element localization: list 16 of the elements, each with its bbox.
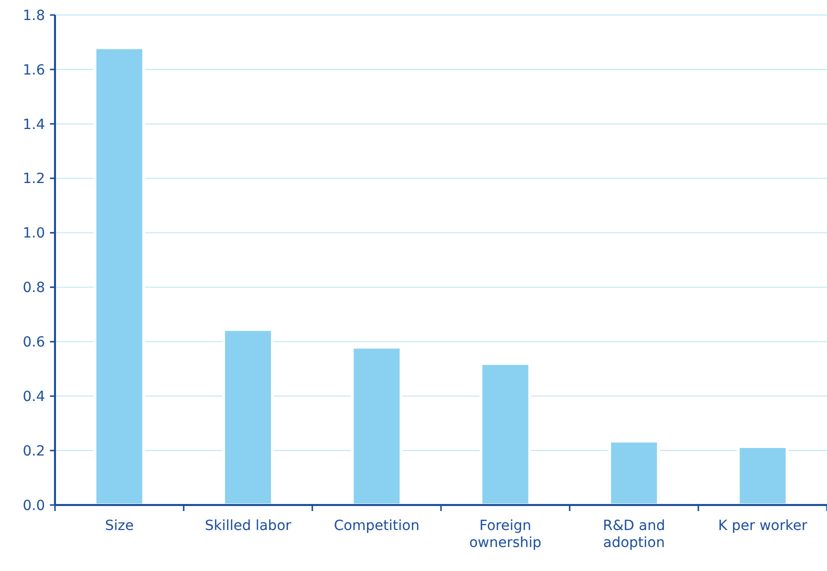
x-tick-label: Competition xyxy=(334,518,420,534)
x-tick-label: Foreign ownership xyxy=(469,518,542,551)
y-tick-label: 0.2 xyxy=(22,443,45,460)
y-tick-label: 1.2 xyxy=(22,171,45,188)
y-tick-label: 0.0 xyxy=(22,498,45,514)
y-tick-label: 0.8 xyxy=(22,280,45,296)
y-tick-label: 1.8 xyxy=(22,8,45,24)
x-tick-label: R&D and adoption xyxy=(602,518,666,551)
y-tick-label: 1.4 xyxy=(22,116,46,133)
y-tick-label: 0.6 xyxy=(22,334,46,351)
y-tick-label: 1.6 xyxy=(22,62,46,78)
x-tick-label: Size xyxy=(104,518,134,534)
y-tick-label: 1.0 xyxy=(22,226,45,242)
x-tick-label: Skilled labor xyxy=(204,518,292,534)
y-tick-label: 0.4 xyxy=(22,389,46,406)
x-tick-label: K per worker xyxy=(718,518,808,534)
